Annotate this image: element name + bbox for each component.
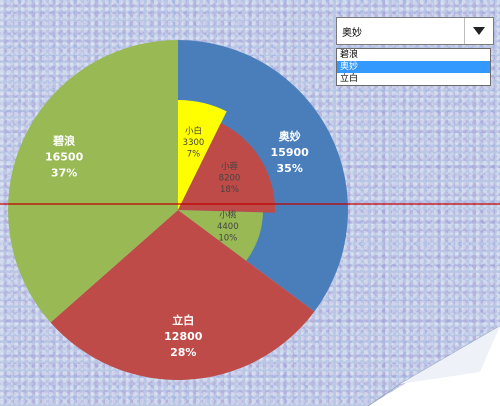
inner-slices xyxy=(178,100,275,261)
dropdown-option[interactable]: 立白 xyxy=(340,74,359,84)
inner-label-1-value: 8200 xyxy=(219,174,241,184)
outer-label-0-name: 奥妙 xyxy=(278,129,301,143)
inner-label-2-value: 4400 xyxy=(217,222,239,232)
inner-label-0-percent: 7% xyxy=(187,150,201,160)
outer-label-2-value: 16500 xyxy=(45,151,84,164)
dropdown-combo[interactable]: 奥妙 xyxy=(336,17,494,45)
outer-label-1-value: 12800 xyxy=(164,330,203,343)
inner-slice-0 xyxy=(178,100,227,210)
inner-label-1-name: 小蓉 xyxy=(221,161,239,172)
outer-slice-1 xyxy=(50,210,315,381)
outer-label-0-value: 15900 xyxy=(271,146,310,159)
dropdown-arrow-button[interactable] xyxy=(464,18,493,44)
dropdown-option-selected[interactable]: 奥妙 xyxy=(337,61,490,73)
inner-slice-2 xyxy=(178,210,263,261)
dropdown-option[interactable]: 碧浪 xyxy=(340,50,359,60)
inner-label-1-percent: 18% xyxy=(220,185,239,195)
dropdown-listbox: 碧浪 奥妙 立白 xyxy=(336,48,491,86)
inner-label-2-percent: 10% xyxy=(218,233,237,243)
outer-label-2-name: 碧浪 xyxy=(52,134,75,148)
outer-label-0-percent: 35% xyxy=(277,162,303,175)
chevron-down-icon xyxy=(473,27,485,35)
outer-label-2-percent: 37% xyxy=(51,167,77,180)
series-dropdown[interactable]: 奥妙 碧浪 奥妙 立白 xyxy=(336,17,494,86)
outer-label-1-name: 立白 xyxy=(172,313,194,327)
page-curl-decoration xyxy=(367,326,500,406)
outer-slice-2 xyxy=(7,39,178,323)
inner-label-0-name: 小白 xyxy=(185,126,202,137)
dropdown-selected-value: 奥妙 xyxy=(342,27,362,39)
inner-label-2-name: 小桃 xyxy=(219,209,237,220)
inner-slice-1 xyxy=(178,123,275,213)
outer-label-1-percent: 28% xyxy=(170,346,196,359)
inner-label-0-value: 3300 xyxy=(183,138,205,148)
